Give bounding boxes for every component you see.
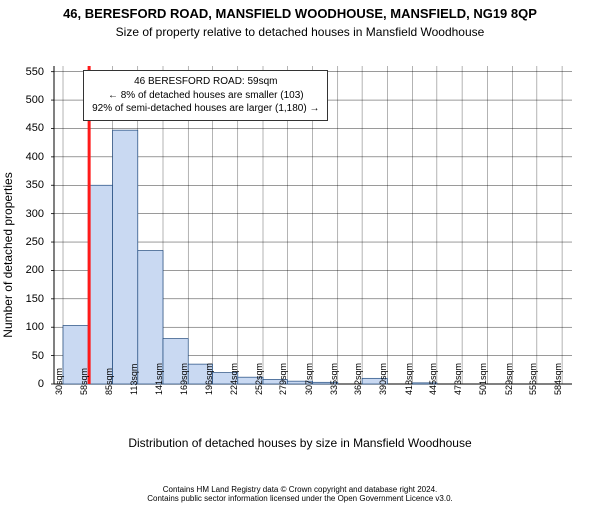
page-subtitle: Size of property relative to detached ho…: [0, 25, 600, 39]
annot-line1: 46 BERESFORD ROAD: 59sqm: [92, 75, 319, 89]
y-tick-label: 400: [14, 151, 44, 163]
footer-line1: Contains HM Land Registry data © Crown c…: [0, 485, 600, 495]
y-tick-label: 200: [14, 264, 44, 276]
y-tick-label: 450: [14, 122, 44, 134]
y-tick-label: 500: [14, 94, 44, 106]
y-tick-label: 300: [14, 208, 44, 220]
y-tick-label: 100: [14, 321, 44, 333]
x-axis-label: Distribution of detached houses by size …: [0, 436, 600, 450]
page-title: 46, BERESFORD ROAD, MANSFIELD WOODHOUSE,…: [0, 6, 600, 21]
annot-line3: 92% of semi-detached houses are larger (…: [92, 102, 319, 116]
footer-attribution: Contains HM Land Registry data © Crown c…: [0, 485, 600, 504]
annot-line2: ← 8% of detached houses are smaller (103…: [92, 89, 319, 103]
y-axis-label: Number of detached properties: [1, 172, 15, 337]
y-tick-label: 550: [14, 66, 44, 78]
y-tick-label: 50: [14, 350, 44, 362]
y-tick-label: 150: [14, 293, 44, 305]
annotation-box: 46 BERESFORD ROAD: 59sqm ← 8% of detache…: [83, 70, 328, 121]
y-tick-label: 250: [14, 236, 44, 248]
chart-container: 46, BERESFORD ROAD, MANSFIELD WOODHOUSE,…: [0, 6, 600, 506]
plot-area: 050100150200250300350400450500550 30sqm5…: [48, 60, 578, 390]
footer-line2: Contains public sector information licen…: [0, 494, 600, 504]
y-tick-label: 350: [14, 179, 44, 191]
y-tick-label: 0: [14, 378, 44, 390]
chart-area: Number of detached properties 0501001502…: [0, 54, 600, 456]
